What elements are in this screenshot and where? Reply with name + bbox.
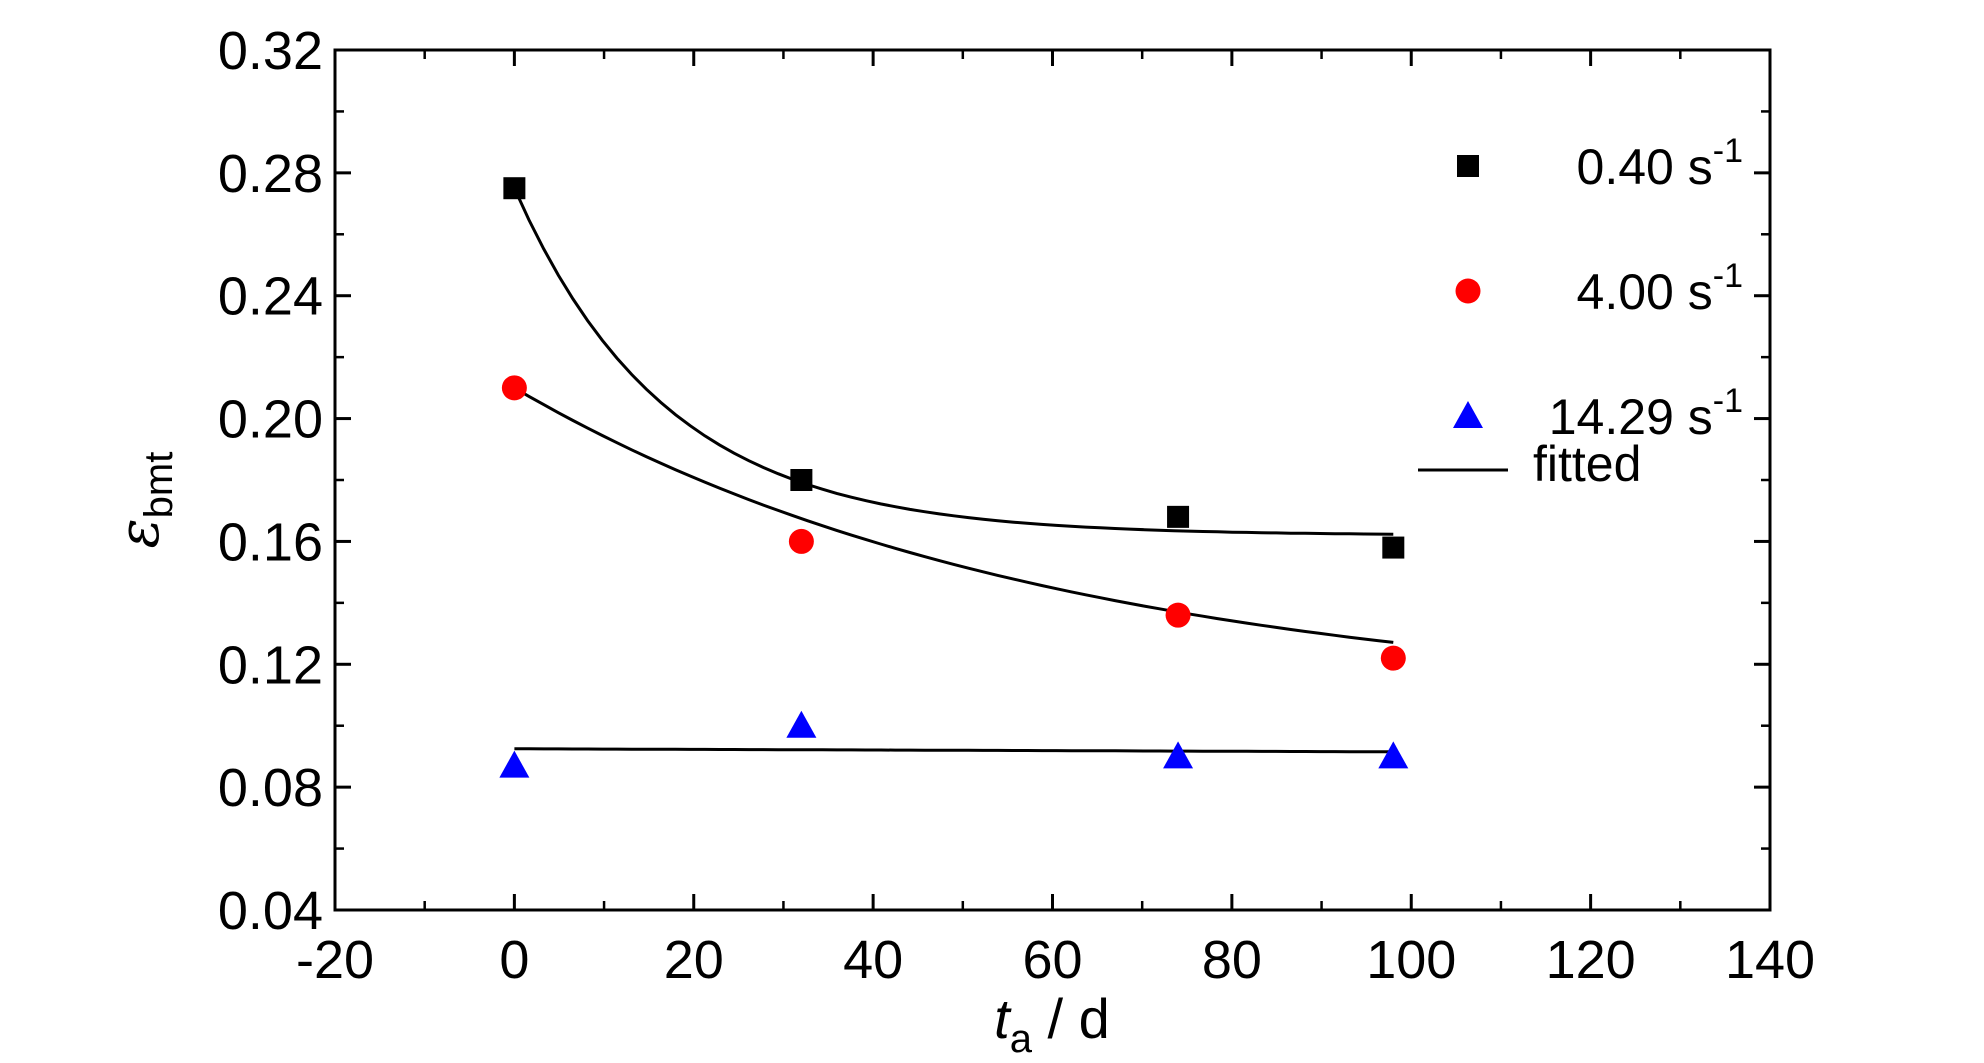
x-tick-label: 0 bbox=[499, 930, 529, 990]
axis-ticks bbox=[333, 48, 1772, 912]
data-point-square bbox=[1382, 536, 1405, 559]
x-tick-labels: -20 0 20 40 60 80 100 120 140 bbox=[296, 930, 1815, 990]
legend-label: 0.40 s-1 bbox=[1577, 132, 1743, 195]
data-point-triangle bbox=[786, 710, 817, 738]
fitted-curves bbox=[513, 187, 1394, 754]
data-point-circle bbox=[501, 375, 527, 401]
data-point-circle bbox=[1380, 645, 1406, 671]
x-axis-title: ta / d bbox=[994, 987, 1110, 1061]
fit-curve bbox=[514, 747, 1394, 754]
legend-marker-square bbox=[1457, 155, 1479, 177]
x-tick-label: -20 bbox=[296, 930, 374, 990]
x-tick-label: 40 bbox=[843, 930, 903, 990]
x-tick-label: 100 bbox=[1366, 930, 1456, 990]
data-point-triangle bbox=[1378, 741, 1409, 769]
y-tick-label: 0.20 bbox=[218, 390, 323, 450]
x-tick-label: 120 bbox=[1546, 930, 1636, 990]
y-axis-title: εbmt bbox=[107, 452, 181, 549]
y-tick-label: 0.24 bbox=[218, 267, 323, 327]
y-tick-label: 0.12 bbox=[218, 635, 323, 695]
y-tick-labels: 0.04 0.08 0.12 0.16 0.20 0.24 0.28 0.32 bbox=[218, 21, 323, 941]
legend-label: 4.00 s-1 bbox=[1577, 257, 1743, 320]
data-point-circle bbox=[788, 528, 814, 554]
y-tick-label: 0.08 bbox=[218, 758, 323, 818]
data-point-square bbox=[503, 177, 526, 200]
data-point-triangle bbox=[499, 750, 530, 778]
legend-marker-triangle bbox=[1453, 401, 1483, 428]
fit-curve bbox=[513, 386, 1394, 644]
x-tick-label: 60 bbox=[1022, 930, 1082, 990]
data-point-square bbox=[790, 469, 813, 491]
data-point-circle bbox=[1165, 602, 1191, 628]
data-point-triangle bbox=[1163, 741, 1194, 769]
y-tick-label: 0.28 bbox=[218, 144, 323, 204]
data-point-square bbox=[1167, 505, 1190, 528]
y-tick-label: 0.04 bbox=[218, 881, 323, 941]
x-tick-label: 20 bbox=[664, 930, 724, 990]
x-tick-label: 140 bbox=[1725, 930, 1815, 990]
y-tick-label: 0.32 bbox=[218, 21, 323, 81]
data-points bbox=[499, 177, 1409, 778]
legend-fit-label: fitted bbox=[1533, 436, 1641, 492]
x-tick-label: 80 bbox=[1202, 930, 1262, 990]
fit-curve bbox=[513, 187, 1394, 536]
y-tick-label: 0.16 bbox=[218, 512, 323, 572]
legend-label: 14.29 s-1 bbox=[1549, 382, 1743, 445]
legend-marker-circle bbox=[1455, 278, 1481, 304]
